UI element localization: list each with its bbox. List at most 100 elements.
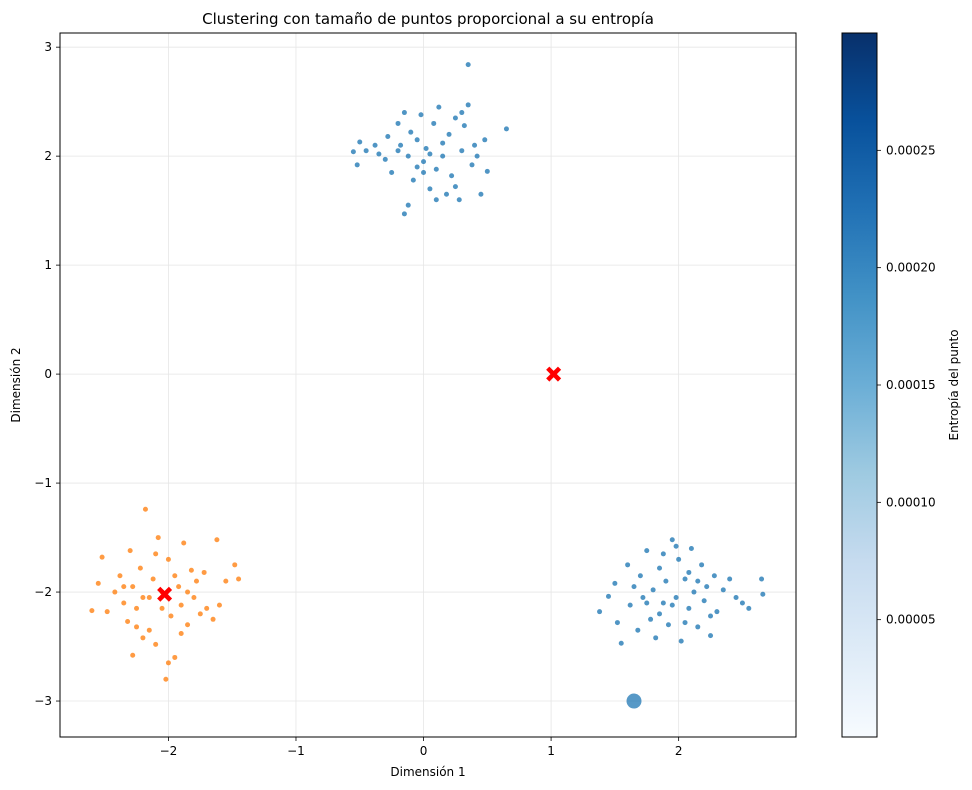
colorbar-tick-label: 0.00010 [886, 495, 936, 509]
data-point [446, 131, 452, 137]
grid-lines [60, 33, 796, 737]
data-point [708, 613, 714, 619]
data-point [95, 580, 101, 586]
data-point [401, 110, 407, 116]
data-point [635, 627, 641, 633]
data-point [443, 191, 449, 197]
colorbar-tick-label: 0.00020 [886, 261, 936, 275]
data-point [650, 587, 656, 593]
data-point [153, 551, 159, 557]
data-point [134, 605, 140, 611]
data-point [452, 184, 458, 190]
data-point [746, 605, 752, 611]
data-point [395, 148, 401, 154]
colorbar-tick-label: 0.00015 [886, 378, 936, 392]
data-point [682, 620, 688, 626]
data-point [137, 565, 143, 571]
data-point [395, 120, 401, 126]
data-point [739, 600, 745, 606]
data-point [665, 622, 671, 628]
data-point [146, 595, 152, 601]
data-point [436, 104, 442, 110]
colorbar-ticks: 0.00005 0.00010 0.00015 0.00020 0.00025 [877, 143, 936, 627]
data-point [669, 537, 675, 543]
data-point [376, 151, 382, 157]
data-point [648, 616, 654, 622]
chart-title: Clustering con tamaño de puntos proporci… [202, 10, 654, 28]
data-point [193, 578, 199, 584]
y-axis-ticks: −3 −2 −1 0 1 2 3 [34, 40, 60, 708]
data-point [363, 148, 369, 154]
colorbar-label: Entropía del punto [947, 329, 961, 440]
data-point [89, 608, 95, 614]
data-point [673, 543, 679, 549]
data-point [130, 584, 136, 590]
data-point [181, 540, 187, 546]
data-point [125, 618, 131, 624]
data-point [216, 602, 222, 608]
data-point [433, 197, 439, 203]
data-point [398, 142, 404, 148]
data-point [676, 556, 682, 562]
data-point [389, 169, 395, 175]
data-point [695, 578, 701, 584]
data-point [660, 600, 666, 606]
data-point [449, 173, 455, 179]
x-axis-ticks: −2 −1 0 1 2 [160, 737, 682, 758]
data-point [686, 569, 692, 575]
data-point [711, 573, 717, 579]
data-point [484, 168, 490, 174]
outlier-point [626, 693, 642, 709]
x-axis-label: Dimensión 1 [390, 765, 465, 779]
y-axis-label: Dimensión 2 [9, 347, 23, 422]
data-point [465, 62, 471, 68]
data-point [401, 211, 407, 217]
data-point [350, 149, 356, 155]
data-point [223, 578, 229, 584]
data-point [465, 102, 471, 108]
data-point [134, 624, 140, 630]
data-point [172, 573, 178, 579]
x-tick-label: 0 [420, 744, 428, 758]
data-point [176, 584, 182, 590]
data-point [357, 139, 363, 145]
data-point [760, 591, 766, 597]
y-tick-label: −3 [34, 694, 52, 708]
data-point [644, 548, 650, 554]
data-point [612, 580, 618, 586]
y-tick-label: 0 [44, 367, 52, 381]
data-point [414, 164, 420, 170]
centroid-marker [157, 586, 173, 602]
data-point [625, 562, 631, 568]
data-points [89, 62, 766, 709]
data-point [691, 589, 697, 595]
data-point [614, 620, 620, 626]
data-point [165, 660, 171, 666]
data-point [408, 129, 414, 135]
colorbar-tick-label: 0.00025 [886, 143, 936, 157]
y-tick-label: 3 [44, 40, 52, 54]
data-point [657, 611, 663, 617]
data-point [663, 578, 669, 584]
data-point [637, 573, 643, 579]
data-point [204, 605, 210, 611]
data-point [459, 110, 465, 116]
data-point [478, 191, 484, 197]
x-tick-label: −1 [287, 744, 305, 758]
data-point [142, 506, 148, 512]
data-point [427, 151, 433, 157]
data-point [414, 137, 420, 143]
data-point [130, 652, 136, 658]
centroid-markers [157, 366, 562, 602]
data-point [236, 576, 242, 582]
data-point [720, 587, 726, 593]
colorbar-tick-label: 0.00005 [886, 613, 936, 627]
data-point [605, 593, 611, 599]
data-point [440, 140, 446, 146]
data-point [112, 589, 118, 595]
data-point [482, 137, 488, 143]
data-point [140, 635, 146, 641]
data-point [168, 613, 174, 619]
data-point [669, 602, 675, 608]
data-point [472, 142, 478, 148]
